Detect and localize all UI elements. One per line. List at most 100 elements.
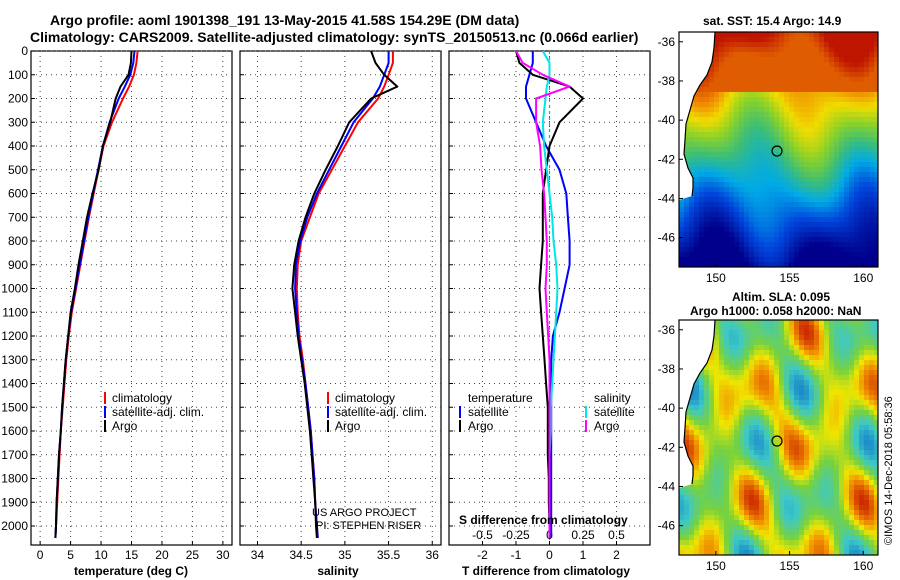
legend-label-s-satellite: satellite — [594, 405, 635, 419]
y-tick-label: 800 — [8, 234, 28, 248]
y-tick-label: 0 — [21, 44, 28, 58]
temperature-legend: climatology satellite-adj. clim. Argo — [104, 391, 204, 433]
x-tick-label: -2 — [477, 548, 488, 562]
legend-title-salinity: salinity — [594, 391, 631, 405]
y-tick-label: 900 — [8, 258, 28, 272]
map-x-tick-label: 155 — [780, 559, 800, 573]
y-tick-label: 600 — [8, 187, 28, 201]
x-tick-label: 20 — [155, 548, 169, 562]
salinity-legend: climatology satellite-adj. clim. Argo US… — [312, 391, 427, 532]
y-tick-label: 300 — [8, 115, 28, 129]
y-tick-label: 400 — [8, 139, 28, 153]
s-tick-label: -0.5 — [472, 528, 493, 542]
y-tick-label: 1400 — [1, 377, 28, 391]
y-tick-label: 1800 — [1, 472, 28, 486]
x-tick-label: 15 — [125, 548, 139, 562]
map-y-tick-label: -44 — [658, 479, 676, 493]
map-y-tick-label: -40 — [658, 401, 676, 415]
sst-map-title: sat. SST: 15.4 Argo: 14.9 — [703, 14, 842, 28]
s-tick-label: 0.25 — [571, 528, 595, 542]
map-y-tick-label: -40 — [658, 113, 676, 127]
map-y-tick-label: -46 — [658, 519, 676, 533]
x-tick-label: 25 — [186, 548, 200, 562]
map-y-tick-label: -44 — [658, 191, 676, 205]
x-tick-label: 0 — [546, 548, 553, 562]
legend-label-climatology: climatology — [335, 391, 395, 405]
series-line-argo — [291, 51, 399, 538]
data-series — [54, 51, 584, 538]
legend-label-satellite: satellite-adj. clim. — [335, 405, 427, 419]
sla-argo-marker — [771, 435, 783, 447]
y-tick-label: 2000 — [1, 519, 28, 533]
s-difference-label: S difference from climatology — [459, 513, 628, 527]
project-line1: US ARGO PROJECT — [312, 507, 417, 519]
series-line-t-satellite — [525, 51, 571, 538]
y-tick-label: 500 — [8, 163, 28, 177]
axes: 0100200300400500600700800900100011001200… — [1, 44, 625, 562]
legend-label-climatology: climatology — [112, 391, 172, 405]
sla-map-title-line1: Altim. SLA: 0.095 — [732, 290, 831, 304]
project-line2: PI: STEPHEN RISER — [316, 520, 421, 532]
map-y-tick-label: -38 — [658, 74, 676, 88]
y-tick-label: 1500 — [1, 400, 28, 414]
y-tick-label: 1600 — [1, 424, 28, 438]
legend-label-argo: Argo — [335, 419, 361, 433]
x-tick-label: 2 — [613, 548, 620, 562]
figure-title-line1: Argo profile: aoml 1901398_191 13-May-20… — [50, 12, 520, 28]
sst-argo-marker — [771, 145, 783, 157]
series-line-t-argo — [515, 51, 584, 538]
x-tick-label: 30 — [216, 548, 230, 562]
difference-x-label: T difference from climatology — [462, 564, 630, 578]
sst-map: 150 155 160 -36 -38 -40 -42 -44 -46 — [658, 31, 879, 285]
salinity-x-label: salinity — [317, 564, 359, 578]
temperature-x-label: temperature (deg C) — [74, 564, 188, 578]
legend-label-s-argo: Argo — [594, 419, 620, 433]
y-tick-label: 1100 — [2, 305, 28, 319]
map-x-tick-label: 150 — [706, 271, 726, 285]
x-tick-label: 10 — [94, 548, 108, 562]
y-tick-label: 1000 — [1, 282, 28, 296]
x-tick-label: 35.5 — [377, 548, 401, 562]
legend-label-t-argo: Argo — [468, 419, 494, 433]
series-line-argo — [54, 51, 133, 538]
figure-title-line2: Climatology: CARS2009. Satellite-adjuste… — [30, 29, 639, 45]
map-x-tick-label: 160 — [853, 559, 873, 573]
difference-legend: temperature satellite Argo salinity sate… — [459, 391, 635, 527]
y-tick-label: 1300 — [1, 353, 28, 367]
sst-coastline — [683, 31, 716, 197]
y-tick-label: 100 — [8, 68, 28, 82]
series-line-s-argo — [515, 51, 571, 538]
x-tick-label: 0 — [37, 548, 44, 562]
y-tick-label: 700 — [8, 210, 28, 224]
x-tick-label: 34 — [251, 548, 265, 562]
legend-label-argo: Argo — [112, 419, 138, 433]
map-y-tick-label: -36 — [658, 323, 676, 337]
sla-map-title-line2: Argo h1000: 0.058 h2000: NaN — [690, 304, 862, 318]
map-x-tick-label: 160 — [853, 271, 873, 285]
y-tick-label: 1900 — [1, 495, 28, 509]
legend-label-t-satellite: satellite — [468, 405, 509, 419]
salinity-plot-frame — [239, 50, 442, 546]
s-tick-label: -0.25 — [502, 528, 530, 542]
temperature-plot-frame — [30, 50, 233, 546]
map-y-tick-label: -36 — [658, 35, 676, 49]
sla-map: 150 155 160 -36 -38 -40 -42 -44 -46 — [658, 319, 879, 573]
y-tick-label: 1200 — [1, 329, 28, 343]
y-tick-label: 1700 — [1, 448, 28, 462]
legend-label-satellite: satellite-adj. clim. — [112, 405, 204, 419]
map-x-tick-label: 150 — [706, 559, 726, 573]
map-y-tick-label: -38 — [658, 362, 676, 376]
legend-title-temperature: temperature — [468, 391, 533, 405]
map-y-tick-label: -42 — [658, 440, 676, 454]
x-tick-label: 36 — [426, 548, 440, 562]
map-y-tick-label: -42 — [658, 152, 676, 166]
x-tick-label: 5 — [67, 548, 74, 562]
y-tick-label: 200 — [8, 92, 28, 106]
x-tick-label: 34.5 — [289, 548, 313, 562]
map-y-tick-label: -46 — [658, 231, 676, 245]
map-x-tick-label: 155 — [780, 271, 800, 285]
x-tick-label: 35 — [338, 548, 352, 562]
s-tick-label: 0.5 — [608, 528, 625, 542]
x-tick-label: 1 — [580, 548, 587, 562]
